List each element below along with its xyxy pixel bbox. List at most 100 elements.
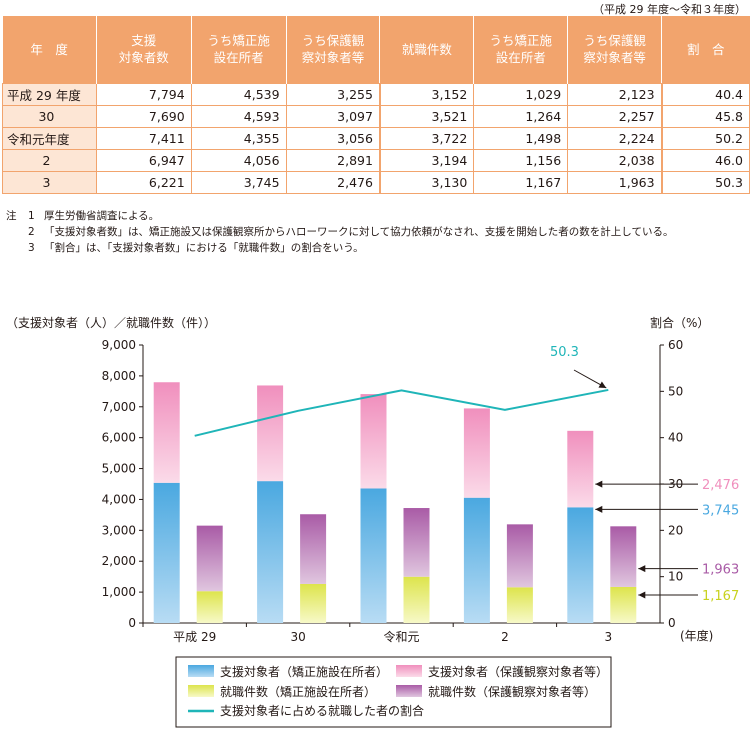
bar-employment — [403, 508, 430, 577]
bar-support — [257, 385, 284, 482]
row-year: 3 — [2, 170, 97, 194]
y-tick-label-left: 3,000 — [102, 523, 136, 537]
y-tick-label-left: 0 — [128, 616, 136, 630]
table-cell: 7,411 — [95, 126, 192, 150]
header-support-total: 支援 対象者数 — [96, 16, 192, 83]
y-tick-label-right: 20 — [668, 523, 683, 537]
bar-employment — [300, 514, 327, 584]
header-employment-corrections: うち矯正施 設在所者 — [473, 16, 569, 83]
header-support-probation: うち保護観 察対象者等 — [286, 16, 381, 83]
table-cell: 46.0 — [660, 148, 750, 172]
bar-employment — [196, 525, 223, 592]
y-tick-label-right: 10 — [668, 570, 683, 584]
period-note: （平成 29 年度〜令和３年度） — [593, 3, 746, 16]
legend-box — [175, 656, 612, 728]
y-tick-label-left: 9,000 — [102, 338, 136, 352]
callout-blue: 3,745 — [702, 503, 739, 518]
legend-label: 就職件数（保護観察対象者等） — [428, 684, 596, 699]
x-tick-label: 平成 29 — [173, 630, 216, 644]
callout-pink: 2,476 — [702, 478, 739, 493]
header-employment-probation: うち保護観 察対象者等 — [567, 16, 663, 83]
table-cell: 3,194 — [378, 148, 475, 172]
legend-swatch — [188, 685, 214, 697]
bar-support — [567, 507, 594, 623]
callout-ratio: 50.3 — [550, 345, 579, 360]
table-cell: 1,029 — [473, 82, 569, 106]
table-cell: 1,963 — [567, 170, 663, 194]
table-row: 3 6,221 3,745 2,476 3,130 1,167 1,963 50.3 — [2, 170, 750, 194]
legend-label: 就職件数（矯正施設在所者） — [220, 684, 376, 699]
legend-label: 支援対象者に占める就職した者の割合 — [220, 703, 424, 718]
bar-support — [360, 488, 387, 623]
bar-support — [153, 482, 180, 623]
bar-support — [567, 430, 594, 508]
bar-employment — [403, 576, 430, 623]
note-number: 1 — [28, 210, 35, 222]
table-cell: 50.3 — [660, 170, 750, 194]
x-tick-label: 2 — [501, 630, 509, 644]
table-cell: 50.2 — [660, 126, 750, 150]
bar-support — [360, 394, 387, 489]
legend-swatch — [396, 665, 422, 677]
note-1: 注 1 厚生労働省調査による。 — [6, 208, 673, 224]
legend-label: 支援対象者（矯正施設在所者） — [220, 664, 388, 679]
legend-swatch — [188, 665, 214, 677]
table-row: 平成 29 年度 7,794 4,539 3,255 3,152 1,029 2,123 40… — [2, 82, 750, 106]
header-year: 年 度 — [2, 16, 97, 83]
y-tick-label-right: 40 — [668, 431, 683, 445]
bar-support — [463, 408, 490, 498]
data-table: 年 度 支援 対象者数 うち矯正施 設在所者 うち保護観 察対象者等 就職件数 … — [2, 16, 750, 194]
y-tick-label-left: 7,000 — [102, 400, 136, 414]
y-axis-right-label: 割合（%） — [650, 315, 709, 330]
bar-employment — [196, 591, 223, 623]
bar-employment — [506, 587, 533, 623]
y-tick-label-left: 8,000 — [102, 369, 136, 383]
row-year: 平成 29 年度 — [2, 82, 97, 106]
note-text: 「支援対象者数」は、矯正施設又は保護観察所からハローワークに対して協力依頼がなさ… — [44, 226, 674, 238]
note-label: 注 — [6, 210, 17, 222]
note-3: 3 「割合」は、「支援対象者数」における「就職件数」の割合をいう。 — [6, 240, 673, 256]
callout-yellow: 1,167 — [702, 589, 739, 604]
table-header-row: 年 度 支援 対象者数 うち矯正施 設在所者 うち保護観 察対象者等 就職件数 … — [2, 16, 750, 83]
bar-employment — [506, 524, 533, 588]
legend-label: 支援対象者（保護観察対象者等） — [428, 664, 608, 679]
callout-blue-arrow-head — [595, 505, 603, 513]
callout-ratio-arrow-head — [598, 381, 607, 388]
bar-employment — [610, 586, 637, 623]
y-tick-label-left: 2,000 — [102, 554, 136, 568]
header-employment-total: 就職件数 — [379, 16, 475, 83]
note-number: 3 — [28, 242, 35, 254]
y-tick-label-left: 5,000 — [102, 462, 136, 476]
row-year: 2 — [2, 148, 97, 172]
table-cell: 3,745 — [190, 170, 287, 194]
table-cell: 45.8 — [660, 104, 750, 128]
y-tick-label-left: 1,000 — [102, 585, 136, 599]
callout-purple: 1,963 — [702, 563, 739, 578]
note-number: 2 — [28, 226, 35, 238]
table-cell: 3,130 — [378, 170, 475, 194]
table-cell: 2,038 — [567, 148, 663, 172]
bar-support — [257, 481, 284, 623]
x-tick-label: 30 — [290, 630, 305, 644]
y-tick-label-right: 60 — [668, 338, 683, 352]
bar-support — [153, 382, 180, 483]
header-support-corrections: うち矯正施 設在所者 — [191, 16, 287, 83]
notes: 注 1 厚生労働省調査による。 2 「支援対象者数」は、矯正施設又は保護観察所か… — [6, 208, 673, 256]
x-tick-label: 3 — [604, 630, 612, 644]
table-cell: 40.4 — [660, 82, 750, 106]
y-tick-label-right: 0 — [668, 616, 676, 630]
bar-support — [463, 497, 490, 623]
y-tick-label-right: 50 — [668, 384, 683, 398]
note-text: 「割合」は、「支援対象者数」における「就職件数」の割合をいう。 — [44, 242, 364, 254]
y-axis-left-label: （支援対象者（人）／就職件数（件）） — [6, 315, 216, 330]
bar-employment — [610, 526, 637, 587]
header-ratio: 割 合 — [661, 16, 750, 83]
y-tick-label-left: 6,000 — [102, 431, 136, 445]
y-tick-label-left: 4,000 — [102, 492, 136, 506]
legend-swatch — [396, 685, 422, 697]
ratio-line — [194, 388, 609, 437]
note-2: 2 「支援対象者数」は、矯正施設又は保護観察所からハローワークに対して協力依頼が… — [6, 224, 673, 240]
table-cell: 1,167 — [473, 170, 569, 194]
callout-yellow-arrow-head — [638, 591, 646, 599]
